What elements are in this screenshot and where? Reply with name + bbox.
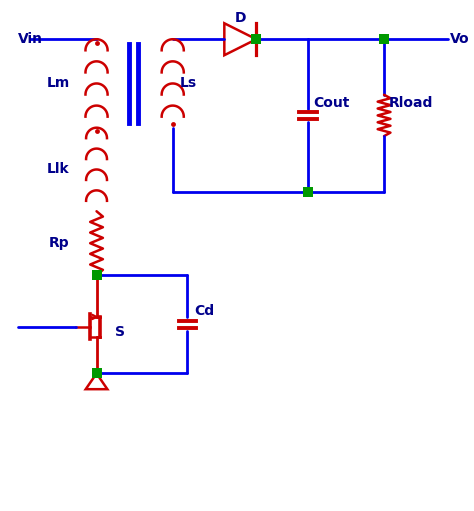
Text: S: S xyxy=(115,324,125,339)
Text: Llk: Llk xyxy=(47,162,70,176)
Text: Rload: Rload xyxy=(389,96,433,110)
Text: Lm: Lm xyxy=(46,77,70,90)
Text: Cd: Cd xyxy=(194,304,214,317)
Text: Vo: Vo xyxy=(450,32,470,46)
Text: D: D xyxy=(235,11,246,26)
Text: Cout: Cout xyxy=(313,96,349,110)
Text: Ls: Ls xyxy=(180,77,197,90)
Text: Rp: Rp xyxy=(49,236,70,250)
Text: Vin: Vin xyxy=(18,32,43,46)
